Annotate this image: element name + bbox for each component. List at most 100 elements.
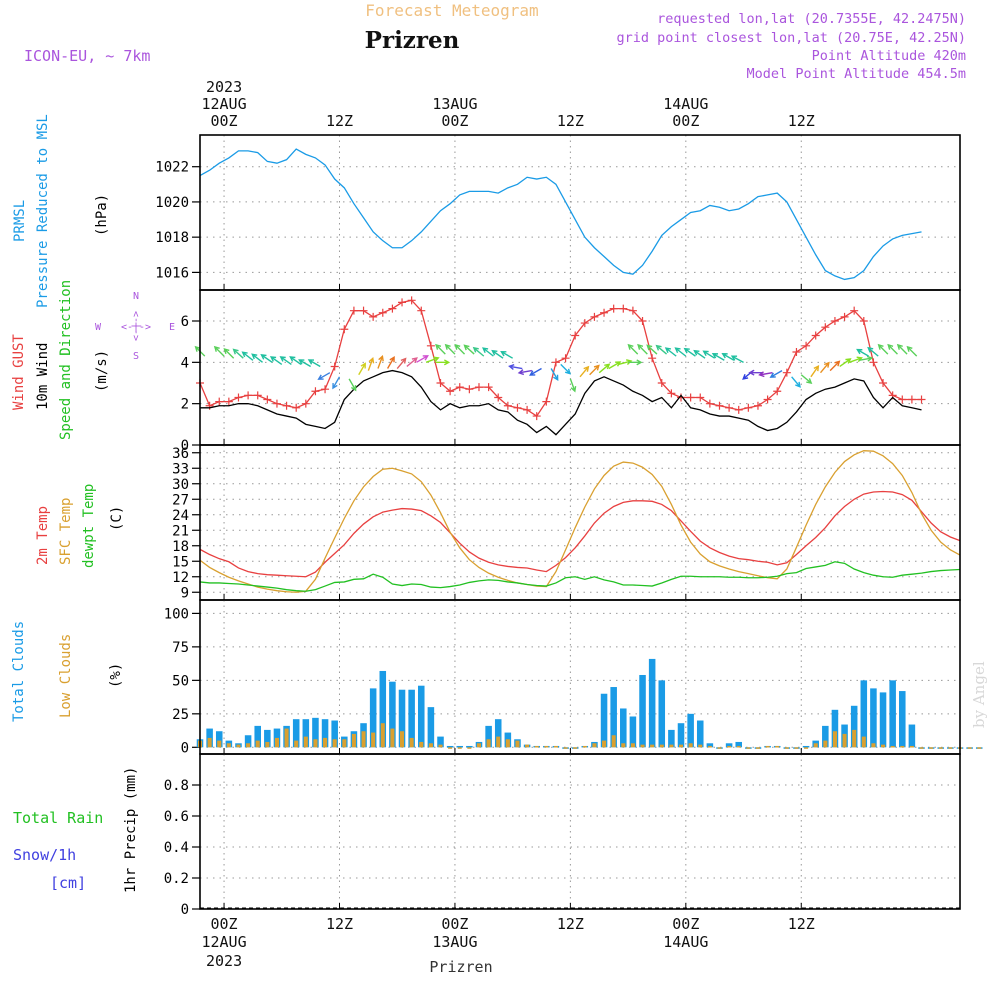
clouds-bar-low-clouds — [929, 747, 934, 749]
bottom-axis-label: 00Z — [441, 915, 468, 933]
top-axis-label: 12Z — [788, 112, 815, 130]
clouds-bar-total-clouds — [446, 745, 454, 748]
wind-direction-arrow — [618, 359, 633, 366]
pressure-series-prmsl — [199, 148, 922, 281]
gust-point-marker — [734, 405, 743, 414]
temperature-series-dewpt-temp — [199, 561, 961, 592]
clouds-panel: 0 25 50 75 100 — [164, 599, 983, 756]
pressure-reduced-label: Pressure Reduced to MSL — [35, 114, 51, 308]
wind-direction-arrow — [589, 364, 600, 376]
sfc-temp-label: SFC Temp — [58, 498, 74, 565]
clouds-bar-total-clouds — [802, 745, 810, 748]
temperature-panel-labels: 2m Temp SFC Temp dewpt Temp (C) — [35, 484, 125, 568]
gust-point-marker — [657, 379, 666, 387]
gust-point-marker — [580, 319, 589, 328]
compass-vertical: <-|-> — [131, 311, 142, 341]
gust-point-marker — [292, 403, 301, 412]
clouds-bar-low-clouds — [226, 743, 231, 748]
wind-direction-arrow — [683, 347, 696, 357]
clouds-bar-low-clouds — [621, 743, 626, 748]
pressure-ytick-label: 1016 — [155, 265, 189, 281]
gust-point-marker — [234, 393, 243, 402]
wind-direction-arrow — [569, 378, 577, 393]
gust-point-marker — [465, 385, 474, 394]
wind-direction-arrow — [800, 374, 813, 385]
clouds-bar-total-clouds — [408, 689, 415, 748]
clouds-bar-total-clouds — [648, 658, 656, 748]
precip-ytick-label: 0.4 — [164, 840, 189, 856]
gust-point-marker — [321, 385, 330, 394]
forecast-title: Forecast Meteogram — [365, 1, 538, 20]
top-axis-label: 12AUG — [201, 95, 246, 113]
clouds-bar-low-clouds — [678, 744, 684, 748]
clouds-bar-total-clouds — [899, 691, 906, 748]
bottom-axis-label: 2023 — [206, 952, 242, 970]
wind-speed-dir-label: Speed and Direction — [58, 280, 74, 440]
wind-direction-arrow — [867, 346, 879, 357]
compass-s: S — [133, 351, 139, 362]
wind-direction-arrow — [358, 362, 366, 376]
clouds-bar-low-clouds — [938, 747, 943, 749]
wind-direction-arrow — [906, 345, 918, 357]
temperature-ytick-label: 15 — [172, 554, 189, 570]
clouds-bar-low-clouds — [496, 736, 501, 748]
wind-direction-arrow — [839, 358, 852, 368]
gust-point-marker — [417, 306, 426, 315]
clouds-ytick-label: 100 — [164, 606, 189, 622]
gust-point-marker — [763, 395, 772, 404]
clouds-bar-low-clouds — [688, 743, 693, 748]
wind-direction-arrow — [317, 372, 331, 380]
bottom-axis-label: 14AUG — [663, 933, 708, 951]
clouds-bar-low-clouds — [505, 739, 510, 748]
wind-direction-arrow — [416, 355, 429, 363]
gust-point-marker — [244, 391, 253, 400]
precip-ytick-label: 0 — [181, 902, 189, 918]
clouds-unit-label: (%) — [108, 663, 124, 688]
wind-direction-arrow — [560, 363, 571, 375]
wind-direction-arrow — [435, 359, 451, 366]
gust-point-marker — [744, 403, 753, 412]
temperature-series-sfc-temp — [199, 450, 961, 593]
clouds-bar-total-clouds — [600, 693, 608, 748]
wind-direction-arrow — [463, 344, 475, 355]
wind-direction-arrow — [367, 357, 375, 371]
clouds-bar-total-clouds — [331, 720, 338, 748]
gust-point-marker — [830, 317, 839, 325]
footer-location: Prizren — [429, 958, 492, 976]
clouds-bar-low-clouds — [977, 747, 982, 749]
clouds-bar-low-clouds — [303, 736, 308, 748]
compass-n: N — [133, 291, 139, 302]
clouds-bar-low-clouds — [611, 735, 616, 748]
clouds-bar-low-clouds — [390, 728, 395, 748]
gust-point-marker — [503, 401, 512, 410]
wind-direction-arrow — [693, 349, 706, 359]
gust-point-marker — [532, 412, 541, 421]
wind-direction-arrow — [348, 378, 357, 392]
clouds-bar-low-clouds — [573, 747, 578, 749]
gust-point-marker — [349, 306, 358, 315]
wind-ytick-label: 6 — [181, 314, 189, 330]
gust-point-marker — [282, 401, 291, 410]
clouds-bar-low-clouds — [544, 745, 549, 748]
top-axis-label: 00Z — [441, 112, 468, 130]
temperature-ytick-label: 24 — [172, 508, 189, 524]
top-axis-label: 12Z — [557, 112, 584, 130]
bottom-axis-label: 00Z — [672, 915, 699, 933]
wind-gust-label: Wind GUST — [11, 334, 27, 410]
clouds-bar-total-clouds — [254, 725, 261, 748]
gust-point-marker — [388, 304, 397, 313]
wind-direction-arrow — [307, 359, 321, 368]
clouds-bar-total-clouds — [879, 692, 887, 748]
watermark: by Angel — [970, 661, 988, 728]
gust-point-marker — [600, 308, 609, 317]
clouds-bar-total-clouds — [369, 688, 377, 748]
gust-point-marker — [792, 348, 801, 356]
clouds-bar-total-clouds — [312, 717, 319, 748]
wind-direction-arrow — [517, 369, 533, 376]
clouds-bar-low-clouds — [967, 747, 972, 749]
clouds-bar-total-clouds — [302, 719, 310, 748]
wind-direction-arrow — [386, 356, 395, 369]
clouds-bar-total-clouds — [735, 741, 742, 748]
gust-point-marker — [782, 368, 791, 377]
clouds-bar-total-clouds — [264, 729, 271, 748]
